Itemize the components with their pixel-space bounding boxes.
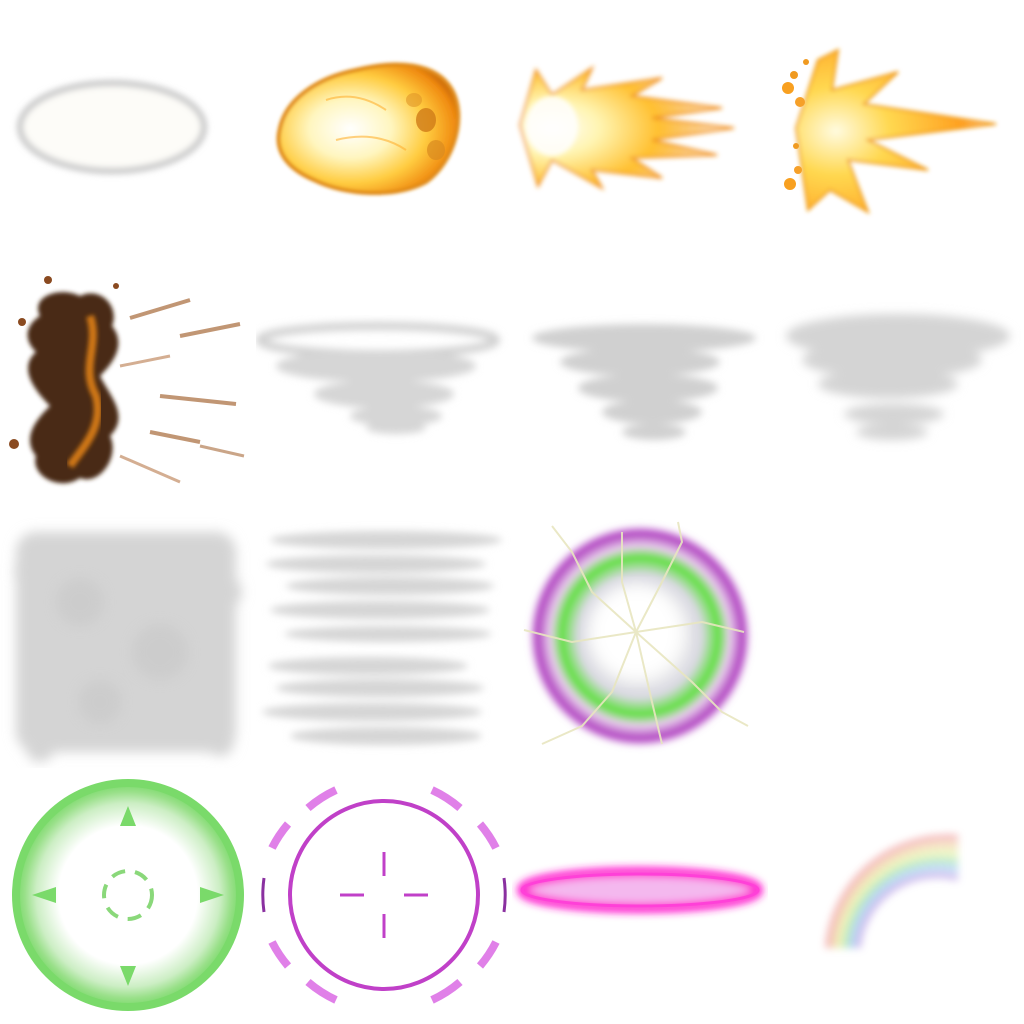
flame-burst-cone-sprite [512, 0, 768, 256]
smoke-ring-sprite [0, 0, 256, 256]
rainbow-arc-sprite [768, 768, 1024, 1024]
whirlwind-cloud-sprite [768, 256, 1024, 512]
dark-smoke-explosion-sprite [0, 256, 256, 512]
magenta-glow-ring-sprite [512, 768, 768, 1024]
whirlwind-wide-sprite [256, 256, 512, 512]
muzzle-flash-sparks-sprite [768, 0, 1024, 256]
whirlwind-medium-sprite [512, 256, 768, 512]
purple-crosshair-ring-sprite [256, 768, 512, 1024]
fireball-explosion-sprite [256, 0, 512, 256]
streaky-cloud-layers-sprite [256, 512, 512, 768]
electric-energy-orb-sprite [512, 512, 768, 768]
empty-sprite-slot [768, 512, 1024, 768]
dust-cloud-square-sprite [0, 512, 256, 768]
green-target-reticle-sprite [0, 768, 256, 1024]
